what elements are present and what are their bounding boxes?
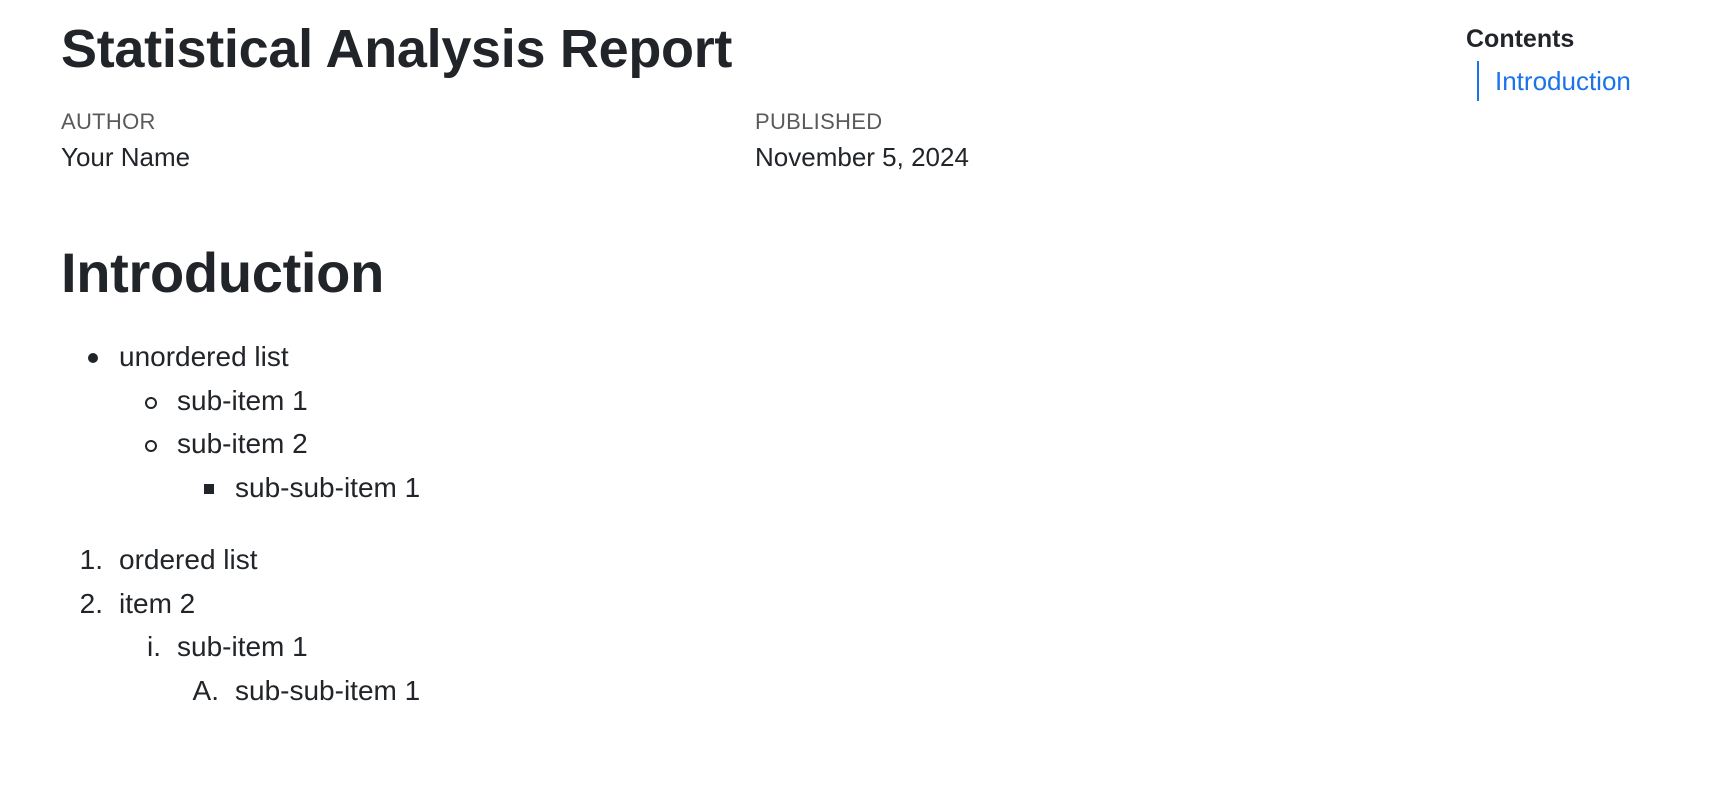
author-heading: AUTHOR — [61, 109, 156, 134]
list-item-text: sub-item 2 — [177, 428, 308, 459]
list-marker: 1. — [79, 544, 103, 575]
author-name: Your Name — [61, 142, 191, 172]
section-heading-introduction: Introduction — [61, 241, 384, 304]
toc-link-introduction[interactable]: Introduction — [1495, 66, 1631, 96]
list-item-text: ordered list — [119, 544, 258, 575]
list-item-text: sub-item 1 — [177, 631, 308, 662]
toc-list: Introduction — [1477, 61, 1631, 101]
list-marker: A. — [192, 674, 219, 706]
list-item-text: sub-item 1 — [177, 384, 308, 416]
list-item-text: unordered list — [119, 341, 289, 372]
circle-bullet-icon — [145, 396, 157, 409]
list-item-text: item 2 — [119, 587, 196, 619]
author-block: AUTHOR Your Name — [61, 108, 190, 174]
list-item-text: sub-sub-item 1 — [235, 674, 421, 706]
published-date: November 5, 2024 — [755, 142, 969, 172]
square-bullet-icon — [204, 483, 214, 494]
toc-title: Contents — [1466, 25, 1575, 53]
list-item-text: sub-sub-item 1 — [235, 471, 421, 503]
list-marker: 2. — [79, 587, 103, 619]
circle-bullet-icon — [145, 440, 157, 452]
published-block: PUBLISHED November 5, 2024 — [755, 108, 969, 174]
document-title: Statistical Analysis Report — [61, 19, 733, 79]
list-marker: i. — [147, 631, 161, 662]
published-heading: PUBLISHED — [755, 109, 883, 134]
disc-bullet-icon — [88, 353, 98, 363]
table-of-contents: Contents Introduction — [1466, 20, 1631, 101]
